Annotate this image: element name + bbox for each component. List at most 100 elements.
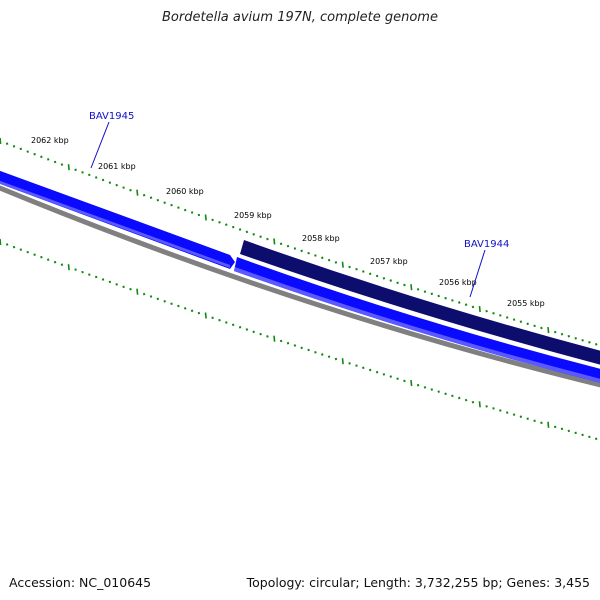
- minor-tick: [26, 250, 29, 254]
- minor-tick: [218, 221, 221, 224]
- map-title: Bordetella avium 197N, complete genome: [162, 10, 438, 25]
- minor-tick: [519, 320, 523, 323]
- gene-label-bav1945[interactable]: BAV1945: [89, 111, 134, 122]
- major-tick: [136, 189, 139, 196]
- minor-tick: [60, 163, 64, 166]
- minor-tick: [519, 415, 523, 418]
- minor-tick: [553, 425, 557, 429]
- minor-tick: [129, 188, 132, 192]
- minor-tick: [382, 373, 386, 376]
- minor-tick: [245, 230, 249, 234]
- minor-tick: [197, 311, 201, 315]
- minor-tick: [320, 353, 324, 356]
- minor-tick: [300, 346, 303, 350]
- gene-bav1945[interactable]: [0, 169, 235, 269]
- minor-tick: [163, 201, 166, 204]
- minor-tick: [74, 268, 77, 271]
- minor-tick: [53, 260, 57, 264]
- major-tick: [341, 358, 344, 365]
- minor-tick: [108, 181, 112, 184]
- minor-tick: [211, 218, 214, 222]
- minor-tick: [252, 233, 255, 236]
- minor-tick: [81, 171, 84, 174]
- minor-tick: [211, 316, 214, 320]
- minor-tick: [190, 211, 194, 214]
- minor-tick: [457, 396, 461, 400]
- tick-label-2055: 2055 kbp: [507, 299, 545, 308]
- minor-tick: [505, 411, 509, 414]
- minor-tick: [307, 251, 310, 255]
- minor-tick: [423, 290, 427, 293]
- major-tick: [478, 305, 481, 313]
- minor-tick: [142, 193, 146, 197]
- minor-tick: [314, 254, 317, 257]
- minor-tick: [40, 155, 43, 159]
- tick-label-2062: 2062 kbp: [31, 136, 69, 145]
- inner-tick-ring: [0, 238, 598, 441]
- minor-tick: [492, 407, 495, 410]
- minor-tick: [40, 255, 43, 259]
- minor-tick: [259, 332, 262, 336]
- minor-tick: [218, 318, 221, 322]
- minor-tick: [300, 249, 303, 253]
- minor-tick: [142, 292, 146, 296]
- minor-tick: [355, 267, 358, 271]
- tick-label-2056: 2056 kbp: [439, 278, 477, 287]
- major-tick: [0, 137, 2, 145]
- minor-tick: [588, 341, 591, 344]
- minor-tick: [540, 421, 543, 425]
- minor-tick: [485, 309, 488, 313]
- minor-tick: [238, 325, 242, 329]
- minor-tick: [279, 339, 283, 343]
- minor-tick: [348, 265, 351, 269]
- leader-line-bav1945: [90, 121, 110, 169]
- minor-tick: [177, 206, 180, 209]
- tick-label-2058: 2058 kbp: [302, 234, 340, 243]
- major-tick: [0, 238, 2, 246]
- minor-tick: [389, 279, 393, 282]
- leader-line-bav1944: [469, 249, 486, 298]
- minor-tick: [12, 245, 16, 249]
- minor-tick: [183, 307, 187, 310]
- minor-tick: [33, 152, 36, 156]
- minor-tick: [307, 348, 310, 352]
- minor-tick: [163, 300, 166, 303]
- minor-tick: [457, 301, 461, 304]
- minor-tick: [279, 242, 283, 246]
- minor-tick: [368, 368, 372, 372]
- major-tick: [67, 164, 70, 171]
- minor-tick: [115, 183, 118, 187]
- minor-tick: [560, 332, 564, 336]
- gene-label-bav1944[interactable]: BAV1944: [464, 239, 509, 250]
- gene-bav1945-edge: [0, 180, 230, 268]
- minor-tick: [334, 357, 338, 361]
- tick-label-2060: 2060 kbp: [166, 187, 204, 196]
- minor-tick: [252, 330, 255, 334]
- minor-tick: [101, 178, 105, 182]
- gene-bav1944[interactable]: [240, 240, 600, 366]
- minor-tick: [416, 383, 420, 387]
- minor-tick: [444, 392, 447, 396]
- gene-forward-next-edge: [234, 267, 600, 383]
- minor-tick: [526, 322, 529, 326]
- minor-tick: [101, 278, 105, 281]
- minor-tick: [108, 280, 112, 284]
- minor-tick: [464, 398, 468, 402]
- minor-tick: [396, 281, 399, 285]
- minor-tick: [505, 316, 509, 319]
- minor-tick: [74, 168, 77, 172]
- minor-tick: [574, 337, 577, 340]
- minor-tick: [190, 309, 194, 313]
- minor-tick: [122, 186, 125, 189]
- minor-tick: [245, 328, 249, 331]
- minor-tick: [512, 413, 516, 416]
- minor-tick: [327, 258, 331, 262]
- major-tick: [410, 380, 413, 387]
- minor-tick: [499, 314, 502, 317]
- minor-tick: [540, 326, 543, 330]
- minor-tick: [355, 364, 358, 367]
- minor-tick: [567, 429, 571, 433]
- gene-forward-next[interactable]: [234, 257, 600, 384]
- minor-tick: [46, 158, 50, 161]
